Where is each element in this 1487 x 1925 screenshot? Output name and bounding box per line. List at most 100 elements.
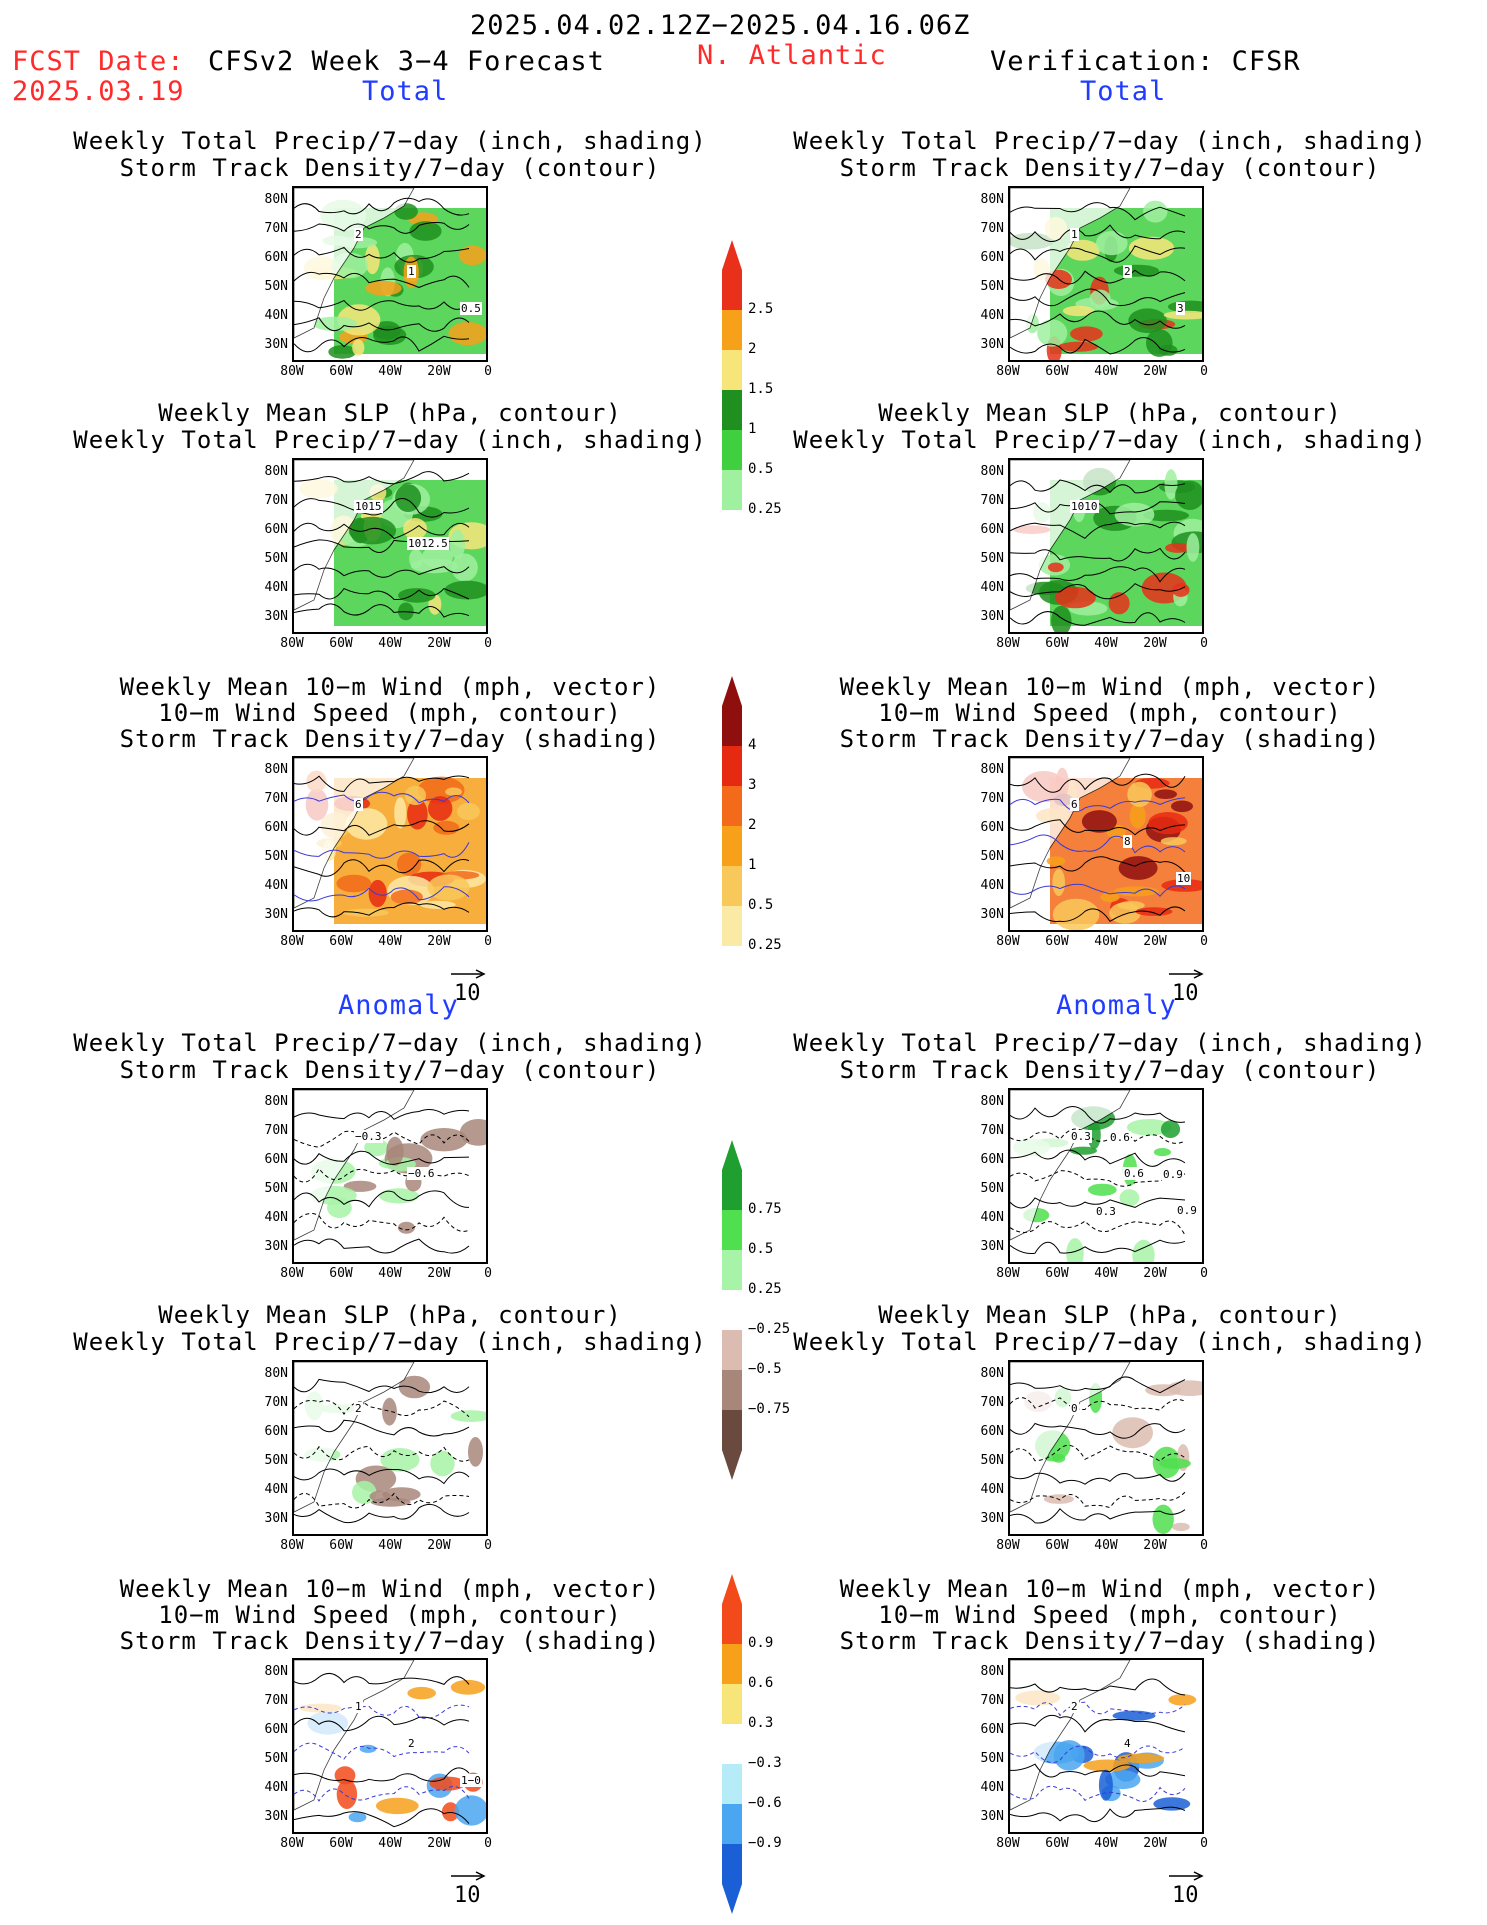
contour-line bbox=[294, 791, 470, 804]
lon-tick-label: 20W bbox=[427, 1836, 451, 1851]
lon-tick-label: 40W bbox=[378, 364, 402, 379]
arrow-right-icon bbox=[1169, 1871, 1204, 1881]
contour-label: 0.3 bbox=[1070, 1130, 1092, 1143]
shading-blob bbox=[1119, 1189, 1140, 1207]
lon-tick-label: 60W bbox=[1045, 1836, 1069, 1851]
contour-line bbox=[294, 1785, 470, 1802]
title-right-3b: 10−m Wind Speed (mph, contour) bbox=[878, 699, 1342, 727]
shading-blob bbox=[407, 1686, 436, 1700]
map-panel-fcst-total-wind-track: 6 bbox=[292, 756, 488, 932]
lat-tick-label: 40N bbox=[980, 1210, 1004, 1225]
shading-blob bbox=[390, 889, 423, 905]
landmass bbox=[294, 188, 415, 339]
lon-tick-label: 20W bbox=[1143, 1538, 1167, 1553]
title-right-2a: Weekly Mean SLP (hPa, contour) bbox=[878, 399, 1342, 427]
shading-blob bbox=[409, 221, 442, 241]
contour-line bbox=[1010, 310, 1186, 329]
contour-line bbox=[294, 1767, 470, 1783]
title-left-1b: Storm Track Density/7−day (contour) bbox=[119, 154, 661, 182]
lon-tick-label: 40W bbox=[378, 1266, 402, 1281]
lon-tick-label: 20W bbox=[427, 364, 451, 379]
lon-tick-label: 20W bbox=[1143, 1836, 1167, 1851]
lat-tick-label: 60N bbox=[980, 1722, 1004, 1737]
shading-blob bbox=[1186, 533, 1200, 562]
shading-blob bbox=[457, 802, 480, 820]
colorbar-label: 0.3 bbox=[748, 1715, 774, 1731]
colorbar-label: −0.3 bbox=[748, 1755, 782, 1771]
contour-line bbox=[1010, 834, 1186, 854]
colorbar-top-arrow bbox=[722, 240, 742, 270]
title-left-5a: Weekly Mean SLP (hPa, contour) bbox=[158, 1301, 622, 1329]
colorbar-segment bbox=[722, 906, 742, 946]
lat-tick-label: 40N bbox=[980, 580, 1004, 595]
shading-blob bbox=[1117, 901, 1145, 910]
shading-blob bbox=[343, 1180, 377, 1192]
lat-tick-label: 30N bbox=[264, 907, 288, 922]
shading-blob bbox=[1052, 868, 1065, 896]
landmass bbox=[294, 1090, 415, 1241]
map-panel-fcst-anom-wind-track: 1 2 1−0 bbox=[292, 1658, 488, 1834]
colorbar-segment bbox=[722, 1250, 742, 1290]
shading-blob bbox=[364, 1138, 389, 1157]
shading-blob bbox=[421, 545, 453, 569]
contour-label: 10 bbox=[1176, 872, 1192, 885]
lat-tick-label: 50N bbox=[264, 849, 288, 864]
contour-line bbox=[1010, 224, 1186, 242]
contour-line bbox=[294, 1399, 470, 1418]
contour-line bbox=[294, 1167, 470, 1183]
lat-tick-label: 40N bbox=[264, 1780, 288, 1795]
contour-line bbox=[294, 603, 470, 618]
contour-line bbox=[1010, 1444, 1186, 1462]
map-canvas bbox=[294, 1090, 486, 1254]
shading-blob bbox=[450, 1410, 486, 1422]
lat-tick-label: 80N bbox=[980, 1664, 1004, 1679]
colorbar-segment bbox=[722, 1604, 742, 1644]
shading-blob bbox=[1172, 1522, 1190, 1532]
colorbar-track_total: 4 3 2 1 0.5 0.25 bbox=[722, 676, 782, 1016]
lat-tick-label: 60N bbox=[264, 1424, 288, 1439]
lon-tick-label: 80W bbox=[996, 636, 1020, 651]
vector-ref-value: 10 bbox=[454, 1883, 481, 1908]
title-left-1a: Weekly Total Precip/7−day (inch, shading… bbox=[73, 127, 707, 155]
colorbar-segment bbox=[722, 866, 742, 906]
colorbar-segment bbox=[722, 746, 742, 786]
arrow-right-icon bbox=[1169, 969, 1204, 979]
contour-line bbox=[294, 1503, 470, 1524]
shading-blob bbox=[1070, 326, 1103, 342]
contour-line bbox=[1010, 1197, 1186, 1209]
lat-tick-label: 30N bbox=[264, 609, 288, 624]
shading-blob bbox=[417, 776, 465, 804]
lat-tick-label: 30N bbox=[264, 337, 288, 352]
lat-tick-label: 70N bbox=[264, 1395, 288, 1410]
total-right-label: Total bbox=[1080, 76, 1167, 107]
landmass bbox=[1010, 1362, 1131, 1513]
colorbar-precip_anom: 0.75 0.5 0.25 −0.25 −0.5 −0.75 bbox=[722, 1140, 790, 1480]
contour-label: 6 bbox=[354, 798, 363, 811]
colorbar-top-arrow bbox=[722, 1140, 742, 1170]
total-left-label: Total bbox=[362, 76, 449, 107]
shading-blob bbox=[445, 787, 462, 796]
colorbar-label: 0.5 bbox=[748, 897, 774, 913]
lat-tick-label: 40N bbox=[264, 308, 288, 323]
shading-blob bbox=[451, 553, 478, 582]
contour-line bbox=[1010, 856, 1186, 873]
lat-tick-label: 70N bbox=[980, 1693, 1004, 1708]
shading-blob bbox=[1066, 1238, 1084, 1262]
colorbar-label: 0.25 bbox=[748, 1281, 782, 1297]
contour-label: 0.6 bbox=[1123, 1167, 1145, 1180]
vector-ref-right-anom: 10 bbox=[1168, 1862, 1204, 1908]
contour-line bbox=[1010, 1376, 1186, 1394]
shading-blob bbox=[404, 785, 426, 806]
contour-label: 0.9 bbox=[1176, 1204, 1198, 1217]
shading-blob bbox=[1168, 1694, 1197, 1706]
map-panel-fcst-total-slp-precip: 1015 1012.5 bbox=[292, 458, 488, 634]
shading-blob bbox=[1132, 1239, 1155, 1262]
contour-label: 0.9 bbox=[1162, 1168, 1184, 1181]
lon-tick-label: 80W bbox=[280, 1836, 304, 1851]
title-right-5b: Weekly Total Precip/7−day (inch, shading… bbox=[793, 1328, 1427, 1356]
shading-blob bbox=[1154, 789, 1177, 799]
title-right-4a: Weekly Total Precip/7−day (inch, shading… bbox=[793, 1029, 1427, 1057]
contour-line bbox=[294, 587, 470, 601]
map-canvas bbox=[294, 460, 486, 626]
lon-tick-label: 40W bbox=[1094, 636, 1118, 651]
